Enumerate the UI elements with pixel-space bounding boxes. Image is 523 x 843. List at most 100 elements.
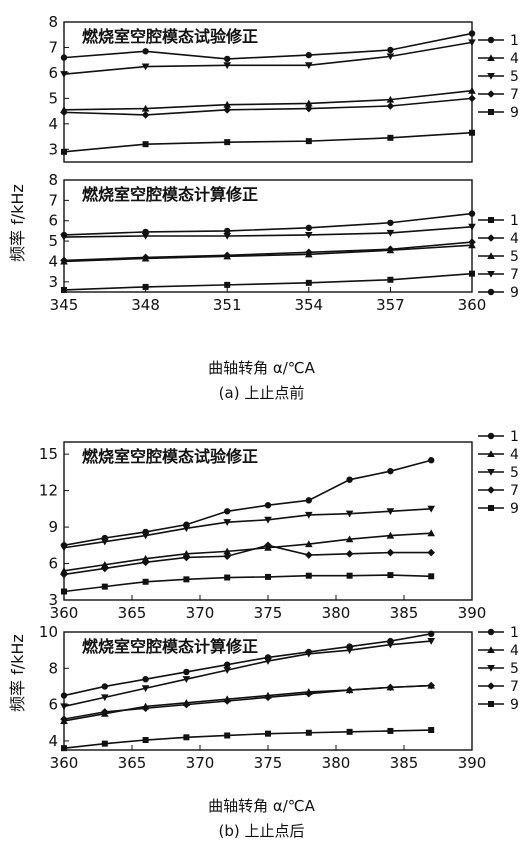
y-tick-label: 4 (48, 732, 58, 750)
data-point (387, 572, 394, 579)
data-point (345, 686, 354, 694)
chart-title: 燃烧室空腔模态试验修正 (82, 447, 258, 466)
series-1 (61, 270, 475, 293)
y-tick-label: 6 (48, 696, 58, 714)
data-point (141, 63, 150, 71)
data-point (182, 525, 191, 533)
series-line (63, 544, 432, 576)
data-point (223, 547, 231, 555)
data-point (141, 554, 150, 562)
data-point (141, 104, 150, 112)
series-line (63, 32, 473, 60)
series-line (63, 633, 432, 697)
legend-label: 5 (510, 661, 519, 677)
legend-label: 7 (510, 267, 519, 283)
y-tick-label: 8 (48, 659, 58, 677)
data-point (61, 588, 67, 595)
series-line (63, 97, 473, 116)
x-tick-label: 354 (294, 296, 323, 314)
legend-marker (487, 288, 495, 296)
series-line (63, 532, 432, 572)
data-point (469, 129, 475, 136)
legend-marker (488, 109, 494, 115)
legend-marker (487, 54, 495, 62)
data-point (428, 457, 435, 464)
data-point (223, 232, 231, 240)
series-line (63, 244, 473, 263)
data-point (101, 538, 109, 546)
legend-marker (487, 234, 495, 242)
y-tick-label: 6 (48, 555, 58, 573)
series-1 (60, 457, 435, 549)
y-tick-label: 12 (39, 482, 58, 500)
y-tick-label: 9 (48, 518, 58, 536)
data-point (386, 508, 395, 516)
legend-marker (487, 90, 495, 98)
data-point (427, 638, 435, 645)
data-point (305, 279, 312, 286)
data-point (61, 745, 67, 752)
legend-label: 1 (510, 213, 519, 229)
x-tick-label: 385 (390, 754, 419, 772)
data-point (345, 647, 354, 654)
data-point (386, 683, 395, 692)
x-tick-label: 351 (213, 296, 242, 314)
data-point (428, 630, 435, 638)
y-tick-label: 7 (48, 38, 58, 56)
data-point (468, 94, 476, 103)
data-point (142, 48, 149, 55)
series-line (63, 459, 432, 547)
x-tick-label: 360 (50, 604, 79, 622)
legend-marker (487, 450, 495, 458)
data-point (386, 53, 395, 61)
series-line (63, 41, 473, 75)
y-tick-label: 15 (39, 445, 58, 463)
data-point (142, 676, 149, 683)
series-line (63, 684, 432, 720)
x-tick-label: 390 (458, 754, 487, 772)
data-point (223, 252, 231, 260)
series-7 (60, 541, 435, 579)
data-point (224, 661, 231, 668)
x-tick-label: 357 (376, 296, 405, 314)
x-tick-label: 375 (254, 754, 283, 772)
x-tick-label: 348 (131, 296, 160, 314)
legend-label: 1 (510, 33, 519, 49)
data-point (183, 576, 190, 583)
x-tick-label: 365 (118, 754, 147, 772)
data-point (468, 39, 476, 47)
data-point (264, 693, 272, 702)
x-tick-label: 365 (118, 604, 147, 622)
data-point (182, 553, 191, 562)
series-line (63, 729, 432, 749)
data-point (182, 550, 191, 557)
data-point (60, 703, 68, 711)
legend-label: 9 (510, 285, 519, 301)
series-line (63, 574, 432, 593)
series-line (63, 89, 473, 111)
data-point (305, 729, 312, 736)
data-point (428, 573, 435, 580)
legend-marker (487, 664, 495, 672)
y-tick-label: 5 (48, 89, 58, 107)
data-point (141, 532, 150, 540)
chart-title: 燃烧室空腔模态计算修正 (82, 185, 258, 204)
data-point (60, 257, 68, 265)
data-point (468, 241, 476, 249)
y-tick-label: 4 (48, 252, 58, 270)
data-point (223, 697, 231, 705)
data-point (427, 529, 435, 537)
series-line (63, 508, 432, 549)
data-point (387, 134, 394, 141)
data-point (141, 232, 150, 240)
data-point (182, 700, 191, 709)
data-point (60, 71, 68, 78)
data-point (468, 223, 476, 231)
data-point (60, 570, 68, 579)
data-point (141, 704, 150, 713)
y-tick-label: 4 (48, 115, 58, 133)
data-point (223, 100, 231, 108)
series-9 (61, 727, 435, 752)
data-point (386, 102, 395, 110)
